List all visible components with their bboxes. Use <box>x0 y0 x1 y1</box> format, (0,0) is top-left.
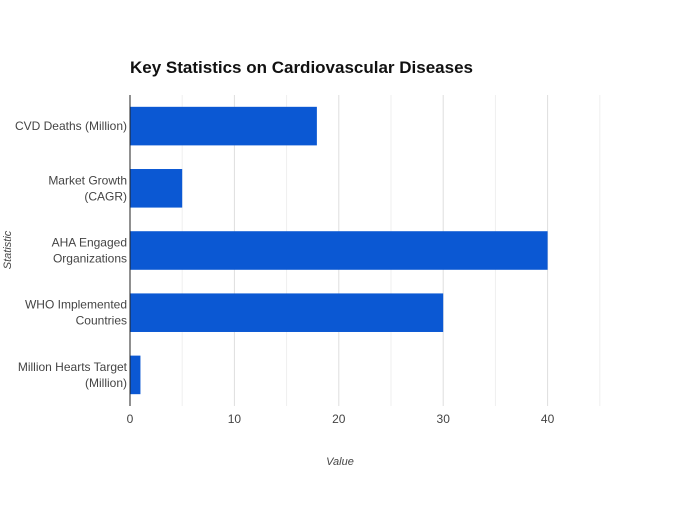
x-tick-label: 10 <box>228 412 242 426</box>
y-tick-label: WHO Implemented Countries <box>25 298 127 328</box>
y-tick-label-line: Countries <box>76 314 127 328</box>
x-tick-label: 0 <box>127 412 134 426</box>
y-tick-label-line: (CAGR) <box>84 189 127 203</box>
bars <box>130 106 548 395</box>
y-tick-label-line: WHO Implemented <box>25 298 127 312</box>
x-tick-label: 40 <box>541 412 555 426</box>
y-tick-label-line: Million Hearts Target <box>18 360 128 374</box>
x-axis-label: Value <box>326 456 354 468</box>
y-tick-label-line: Market Growth <box>48 173 127 187</box>
y-tick-label-line: (Million) <box>85 376 127 390</box>
bar <box>130 106 317 146</box>
y-tick-label: Million Hearts Target (Million) <box>18 360 128 390</box>
x-tick-label: 20 <box>332 412 346 426</box>
chart-title: Key Statistics on Cardiovascular Disease… <box>130 58 473 77</box>
y-tick-label: CVD Deaths (Million) <box>15 119 127 133</box>
y-axis-label: Statistic <box>2 230 14 269</box>
bar <box>130 293 444 332</box>
y-tick-label-line: CVD Deaths (Million) <box>15 119 127 133</box>
bar <box>130 355 141 395</box>
y-tick-label-line: AHA Engaged <box>52 236 127 250</box>
y-tick-labels: CVD Deaths (Million) Market Growth (CAGR) A… <box>15 119 128 390</box>
bar <box>130 231 548 270</box>
x-tick-label: 30 <box>437 412 451 426</box>
y-tick-label: Market Growth (CAGR) <box>48 173 127 203</box>
bar <box>130 169 183 208</box>
x-tick-labels: 0 10 20 30 40 <box>127 412 555 426</box>
y-tick-label: AHA Engaged Organizations <box>52 236 127 266</box>
y-tick-label-line: Organizations <box>53 252 127 266</box>
